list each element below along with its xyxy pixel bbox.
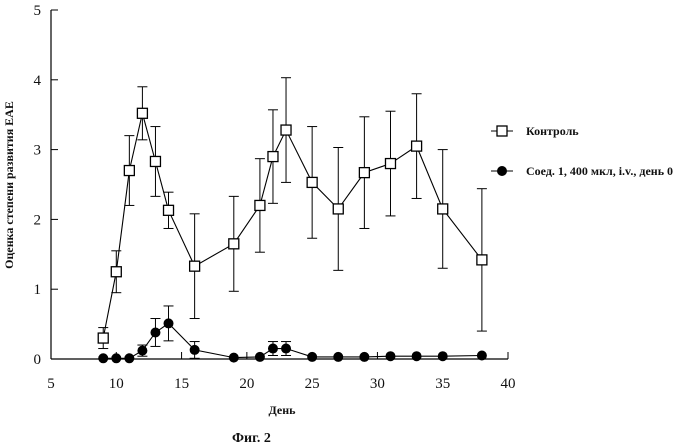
data-point	[358, 166, 371, 179]
data-point	[162, 204, 175, 216]
data-point	[280, 124, 292, 136]
y-tick-label: 3	[34, 143, 42, 159]
y-tick-label: 2	[34, 212, 42, 228]
data-point	[281, 343, 292, 354]
series-1	[97, 77, 488, 350]
data-point	[410, 140, 423, 152]
series-line	[102, 113, 483, 339]
data-point	[437, 351, 448, 362]
data-point	[98, 353, 109, 364]
series-line	[103, 322, 482, 359]
data-point	[149, 155, 162, 168]
data-point	[111, 353, 122, 364]
data-point	[137, 345, 148, 356]
legend-item: Контроль	[491, 124, 579, 138]
data-point	[333, 351, 344, 362]
legend-item: Соед. 1, 400 мкл, i.v., день 0	[491, 164, 673, 178]
data-point	[411, 351, 422, 362]
data-point	[359, 351, 370, 362]
x-axis-title: День	[269, 403, 297, 417]
data-point	[476, 254, 488, 266]
y-tick-label: 5	[34, 3, 42, 19]
data-point	[136, 107, 149, 119]
data-point	[307, 351, 318, 362]
data-point	[150, 327, 161, 338]
legend-label: Соед. 1, 400 мкл, i.v., день 0	[526, 164, 673, 178]
y-tick-label: 0	[34, 352, 42, 368]
data-point	[384, 157, 397, 170]
data-point	[189, 344, 200, 355]
data-point	[254, 351, 265, 362]
data-point	[267, 150, 279, 163]
series-layer	[97, 77, 488, 364]
data-point	[267, 343, 278, 354]
y-tick-label: 1	[34, 282, 42, 298]
x-tick-label: 20	[239, 376, 254, 392]
x-tick-label: 5	[47, 376, 55, 392]
y-tick-label: 4	[34, 73, 42, 89]
data-point	[306, 176, 318, 189]
x-tick-label: 40	[501, 376, 516, 392]
legend-label: Контроль	[526, 124, 579, 138]
x-tick-label: 25	[305, 376, 320, 392]
data-point	[163, 318, 174, 329]
x-tick-label: 35	[435, 376, 450, 392]
legend-marker-circle	[497, 166, 507, 176]
data-point	[332, 203, 344, 215]
data-point	[437, 203, 449, 215]
data-point	[97, 332, 109, 344]
data-point	[110, 266, 122, 278]
x-tick-label: 10	[109, 376, 124, 392]
data-point	[476, 350, 487, 361]
data-point	[228, 352, 239, 363]
data-point	[188, 260, 201, 272]
legend: Контроль Соед. 1, 400 мкл, i.v., день 0	[491, 124, 673, 178]
data-point	[123, 164, 135, 177]
data-point	[124, 353, 135, 364]
axes: 0 1 2 3 4 5 5 10 15 20 25 30 35 40	[34, 3, 516, 392]
y-axis-title: Оценка степени развития EAE	[2, 101, 16, 269]
legend-marker-square	[496, 125, 508, 137]
x-tick-label: 30	[370, 376, 385, 392]
x-tick-label: 15	[174, 376, 189, 392]
data-point	[254, 199, 266, 212]
series-2	[98, 305, 487, 364]
figure-caption: Фиг. 2	[232, 431, 271, 446]
data-point	[385, 351, 396, 362]
data-point	[228, 238, 240, 250]
